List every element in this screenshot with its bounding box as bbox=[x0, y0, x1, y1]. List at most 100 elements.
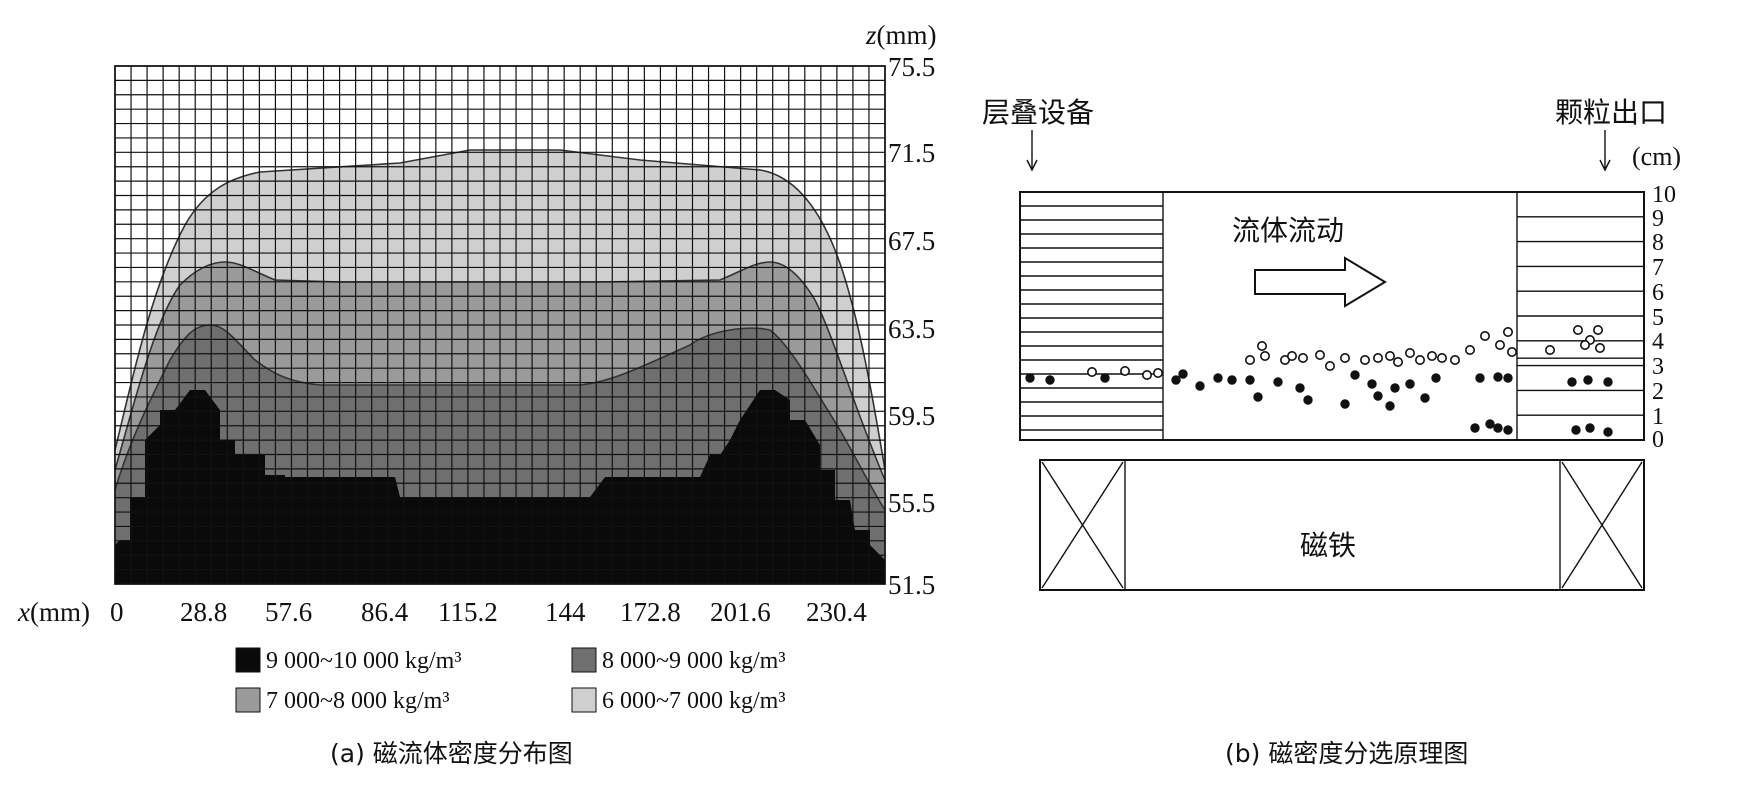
light-particle bbox=[1465, 344, 1476, 355]
light-particle bbox=[1573, 324, 1584, 335]
heavy-particle bbox=[1583, 375, 1593, 385]
scale-tick: 5 bbox=[1652, 305, 1664, 331]
light-particle bbox=[1503, 326, 1514, 337]
light-particle bbox=[1580, 339, 1591, 350]
heavy-particle bbox=[1273, 377, 1283, 387]
arrow-head-icon bbox=[1026, 159, 1038, 172]
x-tick: 115.2 bbox=[438, 597, 498, 627]
heavy-particle bbox=[1431, 373, 1441, 383]
heavy-particle bbox=[1405, 379, 1415, 389]
light-particle bbox=[1120, 365, 1131, 376]
light-particle bbox=[1595, 342, 1606, 353]
heavy-particle bbox=[1045, 375, 1055, 385]
flow-arrow-icon bbox=[1254, 256, 1387, 308]
legend-swatch bbox=[235, 647, 261, 673]
magnet bbox=[1039, 459, 1645, 591]
light-particle bbox=[1245, 354, 1256, 365]
heavy-particle bbox=[1350, 370, 1360, 380]
x-tick: 57.6 bbox=[265, 597, 312, 627]
z-axis-label: z(mm) bbox=[865, 20, 937, 50]
x-tick: 86.4 bbox=[361, 597, 409, 627]
particle-outlet-label: 颗粒出口 bbox=[1555, 96, 1667, 129]
magnet-cross-icon bbox=[1561, 461, 1643, 589]
x-tick: 230.4 bbox=[806, 597, 867, 627]
caption-b: (b) 磁密度分选原理图 bbox=[1225, 739, 1468, 768]
heavy-particle bbox=[1493, 423, 1503, 433]
heavy-particle bbox=[1475, 373, 1485, 383]
arrow-head-icon bbox=[1599, 159, 1611, 172]
heavy-particle bbox=[1367, 379, 1377, 389]
light-particle bbox=[1495, 339, 1506, 350]
grid bbox=[115, 66, 885, 584]
heavy-particle bbox=[1385, 401, 1395, 411]
heavy-particle bbox=[1493, 372, 1503, 382]
legend-label: 8 000~9 000 kg/m³ bbox=[602, 648, 786, 674]
heavy-particle bbox=[1171, 375, 1181, 385]
heavy-particle bbox=[1373, 391, 1383, 401]
heavy-particle bbox=[1253, 392, 1263, 402]
heavy-particle bbox=[1303, 395, 1313, 405]
light-particle bbox=[1142, 369, 1153, 380]
magnet-label: 磁铁 bbox=[1300, 529, 1356, 562]
separation-diagram: 层叠设备 颗粒出口 (cm) 10 9 8 7 6 5 4 3 2 1 0 流体… bbox=[982, 96, 1681, 768]
light-particle bbox=[1260, 350, 1271, 361]
heavy-particle bbox=[1340, 399, 1350, 409]
heavy-particle bbox=[1245, 375, 1255, 385]
heavy-particle bbox=[1213, 373, 1223, 383]
light-particle bbox=[1545, 344, 1556, 355]
heavy-particle bbox=[1420, 393, 1430, 403]
light-particle bbox=[1325, 360, 1336, 371]
heavy-particle bbox=[1178, 369, 1188, 379]
light-particle bbox=[1393, 356, 1404, 367]
light-particle bbox=[1415, 354, 1426, 365]
legend-label: 6 000~7 000 kg/m³ bbox=[602, 688, 786, 714]
light-particle bbox=[1427, 350, 1438, 361]
light-particle bbox=[1298, 352, 1309, 363]
x-tick: 28.8 bbox=[180, 597, 227, 627]
height-scale: 10 9 8 7 6 5 4 3 2 1 0 bbox=[1652, 182, 1676, 453]
heavy-particle bbox=[1485, 419, 1495, 429]
x-tick: 172.8 bbox=[620, 597, 681, 627]
density-plot: z(mm) 75.5 71.5 67.5 63.5 59.5 55.5 51.5… bbox=[17, 20, 937, 768]
light-particle bbox=[1257, 340, 1268, 351]
light-particle bbox=[1315, 349, 1326, 360]
heavy-particle bbox=[1503, 373, 1513, 383]
legend-swatch bbox=[235, 687, 261, 713]
z-tick: 51.5 bbox=[888, 570, 935, 600]
heavy-particle bbox=[1603, 377, 1613, 387]
stacking-device-label: 层叠设备 bbox=[982, 96, 1094, 129]
x-tick: 144 bbox=[545, 597, 586, 627]
heavy-particle bbox=[1470, 423, 1480, 433]
plot-border bbox=[114, 65, 886, 585]
light-particle bbox=[1450, 354, 1461, 365]
light-particle bbox=[1087, 366, 1098, 377]
scale-tick: 7 bbox=[1652, 255, 1664, 281]
heavy-particle bbox=[1567, 377, 1577, 387]
light-particle bbox=[1340, 352, 1351, 363]
scale-tick: 2 bbox=[1652, 379, 1664, 405]
scale-tick: 1 bbox=[1652, 404, 1664, 430]
heavy-particle bbox=[1195, 381, 1205, 391]
light-particle bbox=[1360, 354, 1371, 365]
light-particle bbox=[1437, 352, 1448, 363]
z-tick: 71.5 bbox=[888, 138, 935, 168]
particles bbox=[1025, 324, 1613, 437]
x-tick: 0 bbox=[110, 597, 124, 627]
legend-swatch bbox=[571, 647, 597, 673]
scale-tick: 0 bbox=[1652, 427, 1664, 453]
light-particle bbox=[1373, 352, 1384, 363]
z-tick: 75.5 bbox=[888, 52, 935, 82]
flow-label: 流体流动 bbox=[1232, 214, 1344, 247]
light-particle bbox=[1287, 350, 1298, 361]
scale-tick: 3 bbox=[1652, 354, 1664, 380]
legend-label: 7 000~8 000 kg/m³ bbox=[266, 688, 450, 714]
contour-6000 bbox=[114, 149, 886, 471]
unit-label: (cm) bbox=[1632, 142, 1681, 171]
heavy-particle bbox=[1025, 373, 1035, 383]
scale-tick: 10 bbox=[1652, 182, 1676, 208]
scale-tick: 8 bbox=[1652, 230, 1664, 256]
heavy-particle bbox=[1603, 427, 1613, 437]
light-particle bbox=[1593, 324, 1604, 335]
light-particle bbox=[1153, 367, 1164, 378]
